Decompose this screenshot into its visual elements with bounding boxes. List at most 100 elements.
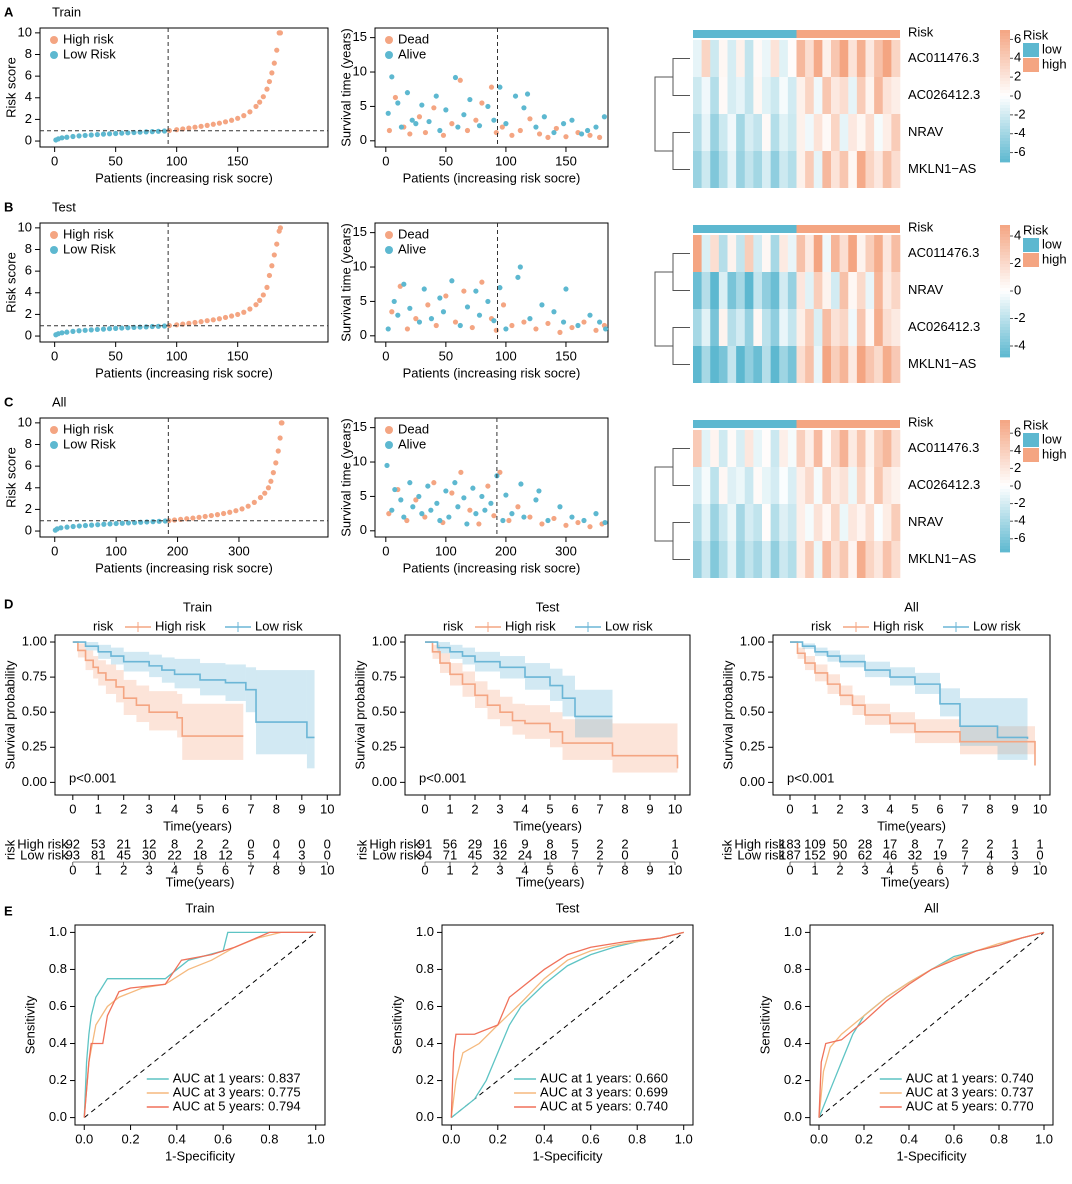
heat-cell [882,114,892,151]
heat-cell [693,235,702,272]
point [443,107,449,113]
heat-cell [753,504,763,541]
heat-cell [805,235,815,272]
risk-table-value: 5 [571,836,578,851]
point [125,520,132,526]
heat-cell [744,309,754,346]
colorbar [1000,318,1010,322]
colorbar [1000,351,1010,355]
risk-table-tick-label: 2 [471,862,478,877]
x-tick-label: 300 [228,543,250,558]
point [485,483,491,489]
colorbar [1000,537,1010,541]
legend-marker [50,231,58,239]
point [155,128,161,134]
point [449,490,455,496]
y-axis-title: Survival probability [720,660,735,770]
point [149,323,155,330]
y-tick-label: 0.25 [22,739,47,754]
point [221,510,227,517]
heat-cell [813,430,823,467]
heat-cell [856,346,866,383]
colorbar-label: -6 [1014,144,1026,159]
point [581,319,587,325]
risk-table-value: 0 [1036,847,1043,862]
heat-cell [727,346,737,383]
plot-frame [374,417,609,538]
point [395,312,401,318]
colorbar [1000,507,1010,511]
risk-table-value: 12 [142,836,156,851]
legend-marker [50,36,58,44]
point [398,497,404,503]
colorbar [1000,447,1010,451]
point [440,132,447,138]
colorbar [1000,333,1010,337]
point [275,448,281,454]
x-tick-label: 8 [273,801,280,816]
point [410,504,416,510]
heat-cell [736,272,746,309]
heat-cell [796,467,806,504]
colorbar [1000,150,1010,154]
legend-label: AUC at 5 years: 0.740 [540,1098,668,1113]
colorbar [1000,495,1010,499]
dendrogram [672,522,690,560]
risk-annotation [693,225,797,233]
row-label: MKLN1−AS [908,161,977,176]
x-tick-label: 1 [811,801,818,816]
colorbar [1000,516,1010,520]
point [88,327,94,333]
y-axis-title: Sensitivity [757,995,772,1054]
colorbar [1000,339,1010,343]
legend-label: Low risk [605,618,653,633]
row-label: NRAV [908,282,943,297]
point [119,325,125,331]
heat-cell [805,40,815,77]
heat-cell [822,504,832,541]
heat-cell [891,77,901,114]
heat-cell [796,151,806,188]
point [443,293,449,299]
heat-cell [693,272,702,309]
heat-cell [693,541,702,578]
point [428,507,434,513]
heat-cell [718,40,728,77]
dendrogram [654,271,673,347]
heat-cell [779,430,789,467]
risk-table-x-title: Time(years) [881,874,950,889]
colorbar [1000,324,1010,328]
legend-label: AUC at 5 years: 0.770 [906,1098,1034,1113]
point [171,517,178,523]
heat-cell [744,346,754,383]
colorbar [1000,279,1010,283]
y-tick-label: 10 [18,414,32,429]
point [204,318,210,324]
heat-cell [839,346,849,383]
point [155,323,161,329]
heat-cell [813,40,823,77]
heat-cell [736,346,746,383]
panel-letter: D [4,596,13,611]
heat-cell [805,77,815,114]
heat-cell [831,77,840,114]
heat-cell [865,114,875,151]
y-tick-label: 0.00 [372,774,397,789]
heat-cell [779,309,789,346]
heat-cell [762,272,771,309]
heat-cell [701,114,711,151]
heat-cell [813,541,823,578]
heat-cell [839,309,849,346]
roc-curve [818,931,1045,1118]
point [473,288,479,294]
risk-table-value: 1 [671,836,678,851]
point [186,320,192,326]
legend-label: High risk [873,618,924,633]
colorbar [1000,315,1010,319]
x-tick-label: 0 [382,543,389,558]
point [551,129,557,136]
heat-cell [874,114,884,151]
colorbar [1000,105,1010,109]
x-tick-label: 0.6 [214,1131,232,1146]
